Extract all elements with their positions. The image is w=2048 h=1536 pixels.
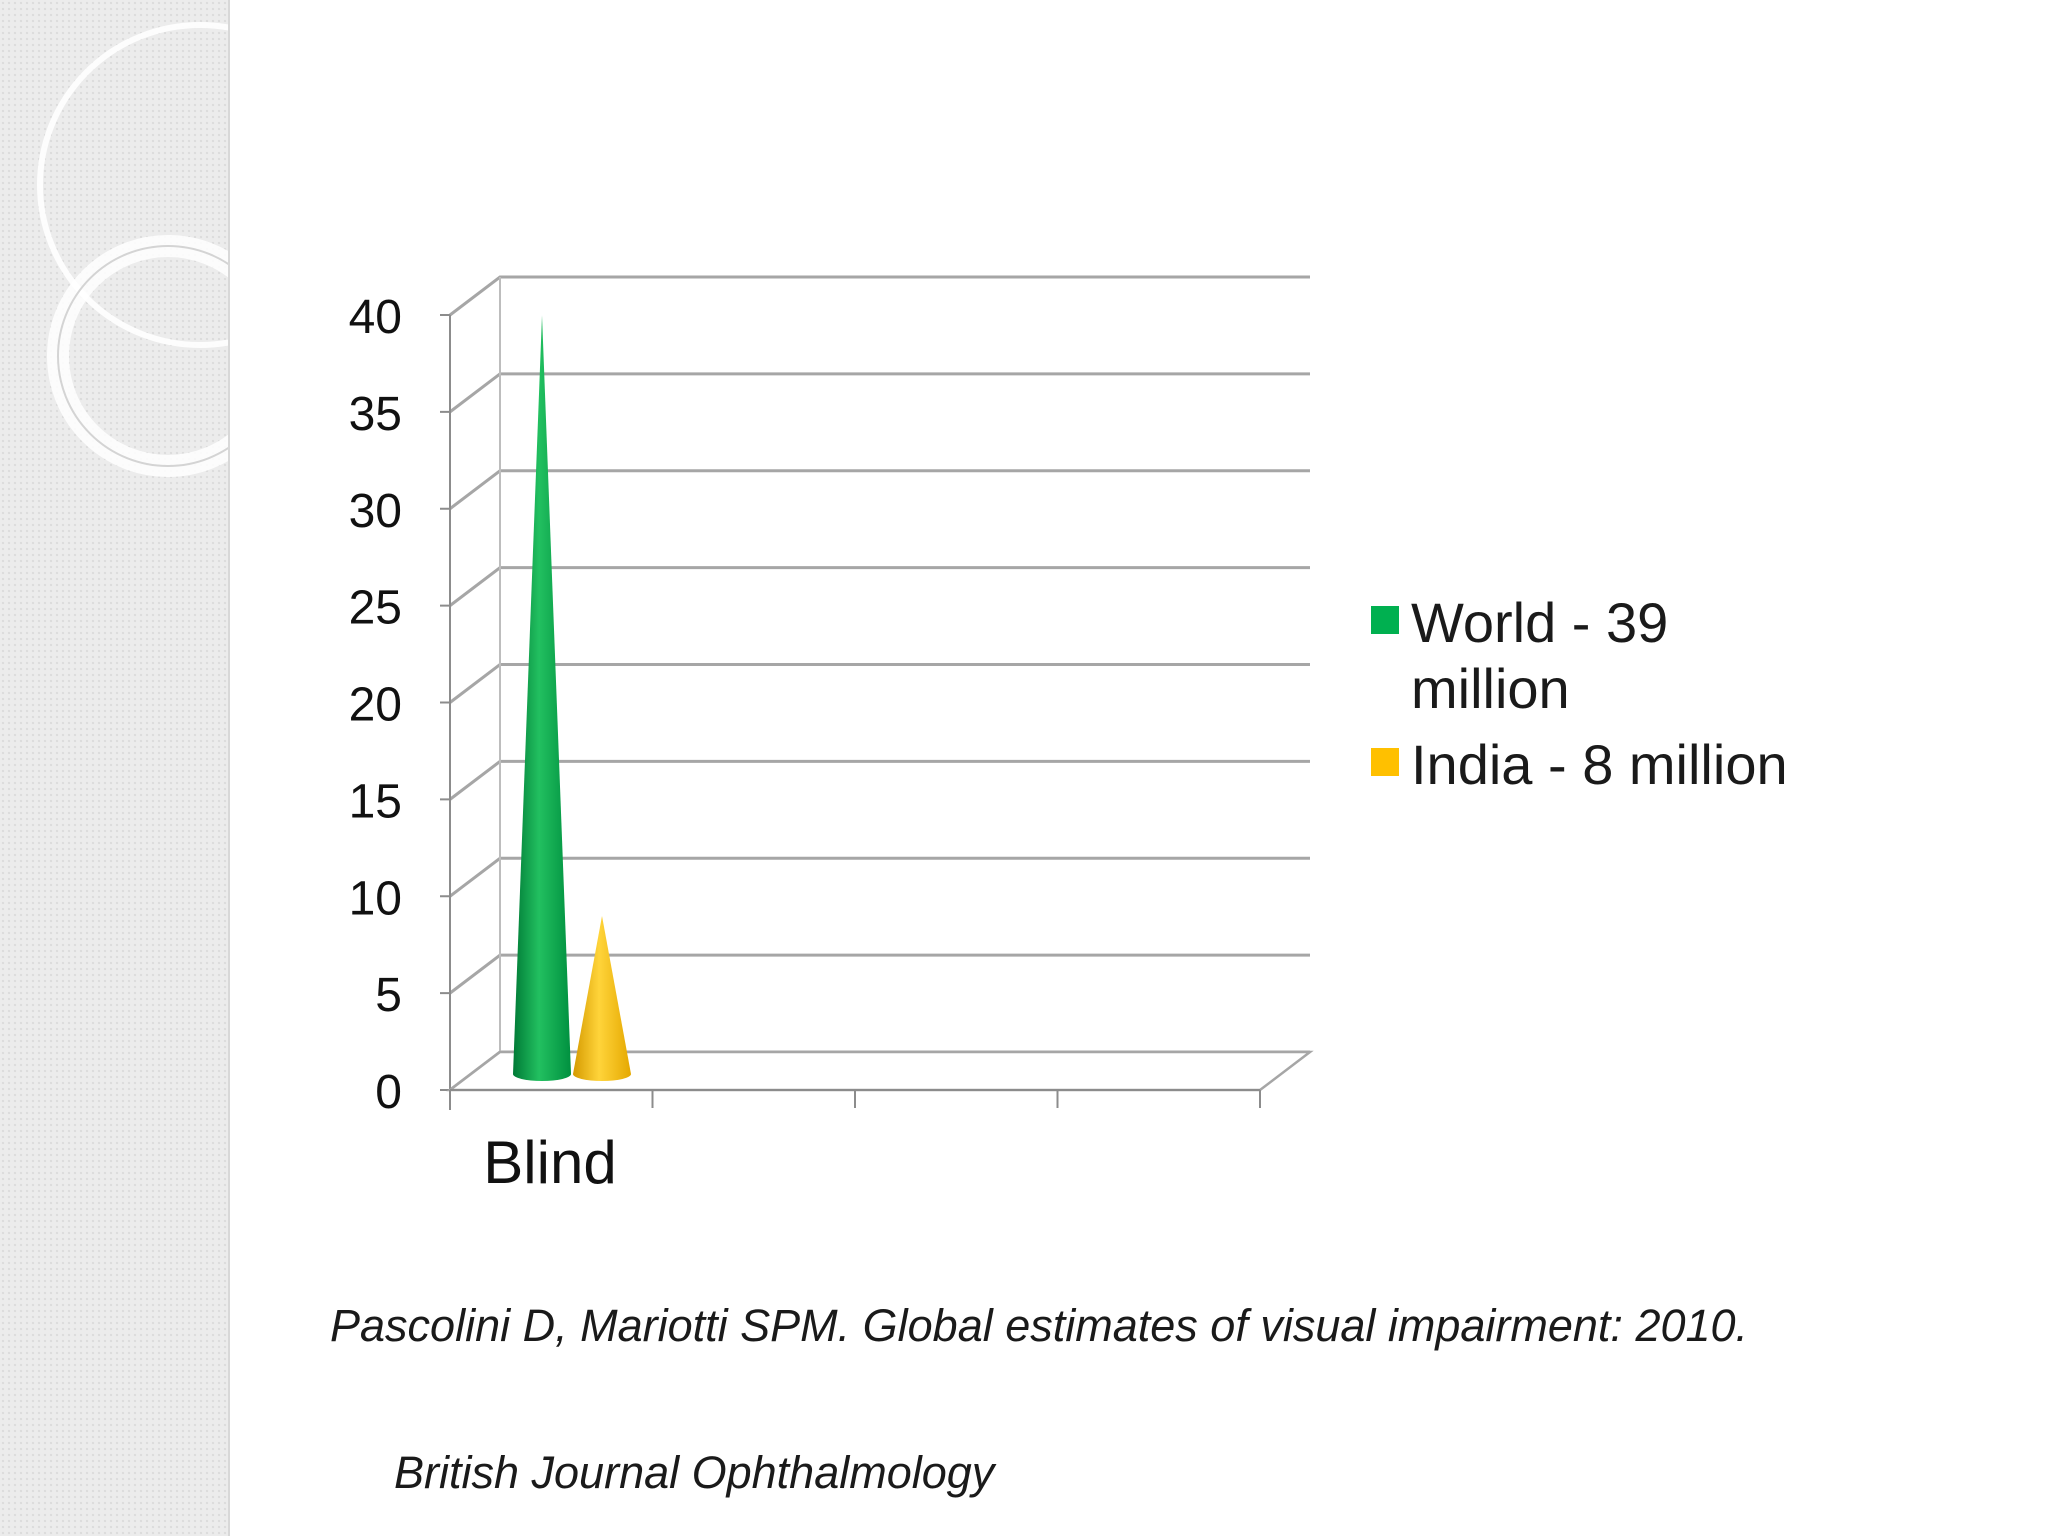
decorative-sidebar [0,0,230,1536]
gridline-8 [449,275,1310,317]
gridline-1 [449,953,1310,995]
gridline-3 [449,759,1310,801]
grid-lines [449,275,1310,1092]
y-tick-label-8: 40 [349,291,402,344]
y-tick-labels: 0 5 10 15 20 25 30 35 40 [349,291,402,1119]
category-label-blind: Blind [483,1129,616,1196]
legend-item-india: India - 8 million [1371,732,1871,798]
y-tick-label-1: 5 [375,969,402,1022]
y-tick-label-4: 20 [349,679,402,732]
decorative-rings [37,22,228,477]
cone-world [513,315,571,1081]
cone-body-1 [573,916,631,1081]
cone-body-0 [513,315,571,1081]
gridline-7 [449,372,1310,414]
y-tick-label-6: 30 [349,485,402,538]
cone-india [573,916,631,1081]
gridline-4 [449,663,1310,704]
citation-journal: British Journal Ophthalmology [394,1447,995,1498]
legend-label-world: World - 39 million [1411,591,1669,720]
y-tick-label-2: 10 [349,872,402,925]
axes [440,277,1314,1110]
y-tick-label-7: 35 [349,388,402,441]
y-tick-label-5: 25 [349,582,402,635]
y-tick-label-0: 0 [375,1066,402,1119]
legend-item-world: World - 39 million [1371,590,1761,722]
legend-swatch-india [1371,748,1399,776]
data-cones [513,315,631,1081]
legend-swatch-world [1371,606,1399,634]
gridline-2 [449,856,1310,898]
citation-reference: Pascolini D, Mariotti SPM. Global estima… [330,1300,1749,1351]
legend-label-india: India - 8 million [1411,733,1788,796]
gridline-6 [449,469,1310,510]
gridline-5 [449,566,1310,607]
y-tick-label-3: 15 [349,775,402,828]
